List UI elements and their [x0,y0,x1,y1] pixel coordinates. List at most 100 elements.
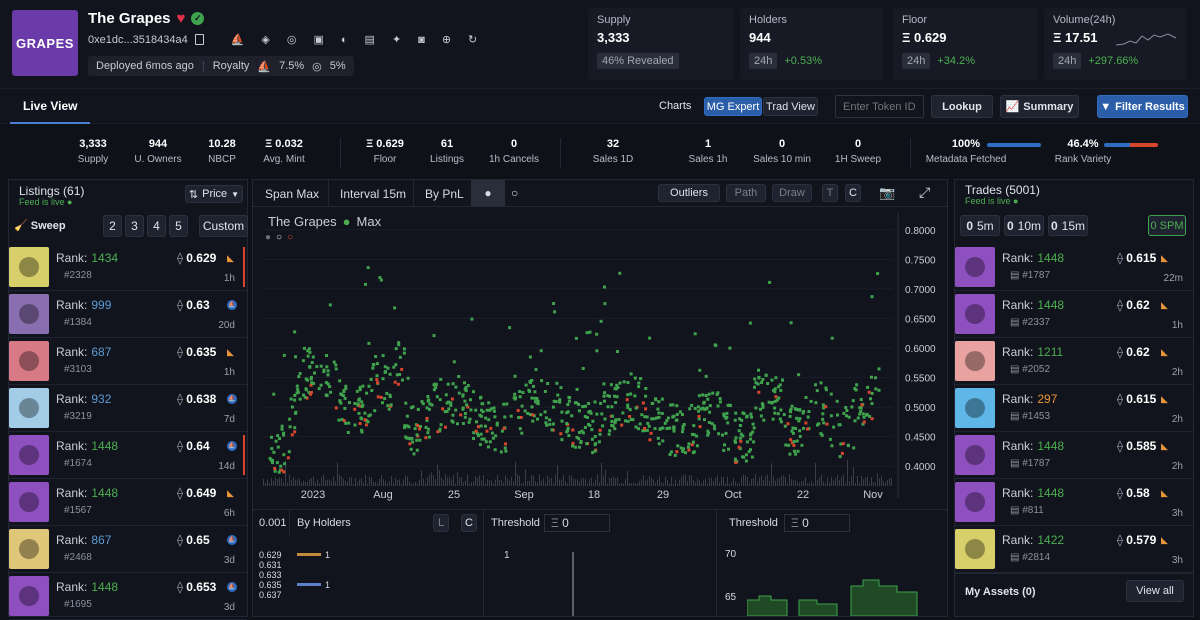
scatter-point [301,359,305,363]
scatter-point [794,452,797,456]
fullscreen-icon[interactable]: ⤢ [919,184,931,200]
list-item[interactable]: Rank: 1448 ▤ #1787 ⟠ 0.615 ◣ 22m [955,244,1193,291]
trade-filter-5m[interactable]: 0 5m [960,215,1000,236]
list-item[interactable]: Rank: 1448 ▤ #811 ⟠ 0.58 ◣ 3h [955,479,1193,526]
website-icon[interactable]: ⊕ [441,34,452,46]
step-label[interactable]: 0.001 [259,517,287,529]
copy-icon[interactable] [194,34,204,45]
sweep-option-2[interactable]: 2 [103,215,122,237]
scatter-point [555,381,559,385]
scatter-point [387,407,391,411]
scatter-point [476,425,480,429]
heart-icon[interactable]: ♥ [176,10,186,27]
scatter-point [589,411,593,415]
scatter-point [560,438,564,442]
collection-logo: GRAPES [12,10,78,76]
scatter-point [625,398,629,402]
price: ⟠ 0.638 [177,392,217,406]
scatter-point [353,407,357,411]
dot-mode-icon[interactable]: ● [471,180,505,206]
threshold-input-b[interactable]: Ξ 0 [784,514,850,532]
scatter-point [792,440,796,444]
scatter-point [728,346,732,350]
scatter-point [771,417,775,421]
etherscan-icon[interactable]: ◐ [340,33,348,46]
text-tool-button[interactable]: T [822,184,838,202]
volume-bar [739,483,740,486]
scatter-point [869,397,872,401]
list-item[interactable]: Rank: 1211 ▤ #2052 ⟠ 0.62 ◣ 2h [955,338,1193,385]
log-toggle[interactable]: L [433,514,449,532]
list-item[interactable]: Rank: 1434 #2328 ⟠ 0.629 ◣ 1h [9,244,247,291]
toggle-gray-icon[interactable]: ● [265,232,272,243]
scatter-point [779,420,783,424]
scatter-point [798,434,802,438]
mg-expert-button[interactable]: MG Expert [704,97,762,116]
x2y2-icon[interactable]: ▣ [313,34,324,46]
filter-results-button[interactable]: ▼ Filter Results [1097,95,1188,118]
opensea-icon[interactable]: ⛵ [230,34,245,46]
threshold-input-a[interactable]: Ξ 0 [544,514,610,532]
sweep-option-3[interactable]: 3 [125,215,144,237]
scatter-point [819,381,823,385]
list-item[interactable]: Rank: 1448 ▤ #2337 ⟠ 0.62 ◣ 1h [955,291,1193,338]
trad-view-button[interactable]: Trad View [763,97,818,116]
list-item[interactable]: Rank: 687 #3103 ⟠ 0.635 ◣ 1h [9,338,247,385]
scatter-point [753,385,756,389]
scatter-chart[interactable]: 0.8000 0.7500 0.7000 0.6500 0.6000 0.5500 0.50… [253,208,947,508]
list-item[interactable]: Rank: 1448 ▤ #1787 ⟠ 0.585 ◣ 2h [955,432,1193,479]
circle-mode-icon[interactable]: ○ [511,186,519,200]
sweep-custom-button[interactable]: Custom [199,215,248,237]
sweep-option-4[interactable]: 4 [147,215,166,237]
draw-button[interactable]: Draw [772,184,812,202]
lookup-button[interactable]: Lookup [931,95,993,118]
sort-price-dropdown[interactable]: ⇅ Price ▼ [185,185,243,203]
list-item[interactable]: Rank: 1448 #1695 ⟠ 0.653 ⛵ 3d [9,573,247,620]
blur-icon[interactable]: ◎ [286,34,297,46]
list-item[interactable]: Rank: 1448 #1674 ⟠ 0.64 ⛵ 14d [9,432,247,479]
scatter-point [469,408,473,412]
toggle-red-icon[interactable]: ○ [287,232,294,243]
span-max-button[interactable]: Span Max [265,187,320,201]
by-holders-button[interactable]: By Holders [297,517,351,529]
trade-filter-15m[interactable]: 0 15m [1048,215,1088,236]
outliers-button[interactable]: Outliers [658,184,720,202]
cumulative-toggle[interactable]: C [461,514,477,532]
tab-live-view[interactable]: Live View [10,89,91,124]
volume-bar [267,479,268,486]
by-pnl-button[interactable]: By PnL [425,187,464,201]
path-button[interactable]: Path [726,184,766,202]
scatter-point [821,403,825,407]
scatter-point [577,409,581,413]
summary-button[interactable]: 📈 Summary [1000,95,1079,118]
trade-filter-10m[interactable]: 0 10m [1004,215,1044,236]
discord-icon[interactable]: ◙ [418,33,425,46]
camera-icon[interactable]: 📷 [879,185,896,200]
scatter-point [749,437,752,441]
list-item[interactable]: Rank: 1422 ▤ #2814 ⟠ 0.579 ◣ 3h [955,526,1193,573]
refresh-icon[interactable]: ↻ [468,34,478,46]
twitter-icon[interactable]: ✦ [391,34,402,46]
clear-tool-button[interactable]: C [845,184,861,202]
toggle-white-icon[interactable]: ○ [276,232,283,243]
looksrare-icon[interactable]: ◈ [261,34,270,46]
list-item[interactable]: Rank: 297 ▤ #1453 ⟠ 0.615 ◣ 2h [955,385,1193,432]
scatter-point [367,384,371,388]
x-tick-label: 18 [588,489,600,501]
view-all-button[interactable]: View all [1126,580,1184,602]
scatter-point [703,407,707,411]
list-item[interactable]: Rank: 932 #3219 ⟠ 0.638 ⛵ 7d [9,385,247,432]
contract-icon[interactable]: ▤ [364,34,375,46]
spm-badge[interactable]: 0 SPM [1148,215,1186,236]
list-item[interactable]: Rank: 1448 #1567 ⟠ 0.649 ◣ 6h [9,479,247,526]
scatter-point [464,389,468,393]
volume-bar [307,481,308,486]
list-item[interactable]: Rank: 867 #2468 ⟠ 0.65 ⛵ 3d [9,526,247,573]
scatter-point [695,434,699,438]
volume-bar [273,481,274,486]
token-id-input[interactable] [835,95,924,118]
interval-button[interactable]: Interval 15m [340,187,407,201]
list-item[interactable]: Rank: 999 #1384 ⟠ 0.63 ⛵ 20d [9,291,247,338]
sweep-option-5[interactable]: 5 [169,215,188,237]
volume-bar [427,477,428,486]
